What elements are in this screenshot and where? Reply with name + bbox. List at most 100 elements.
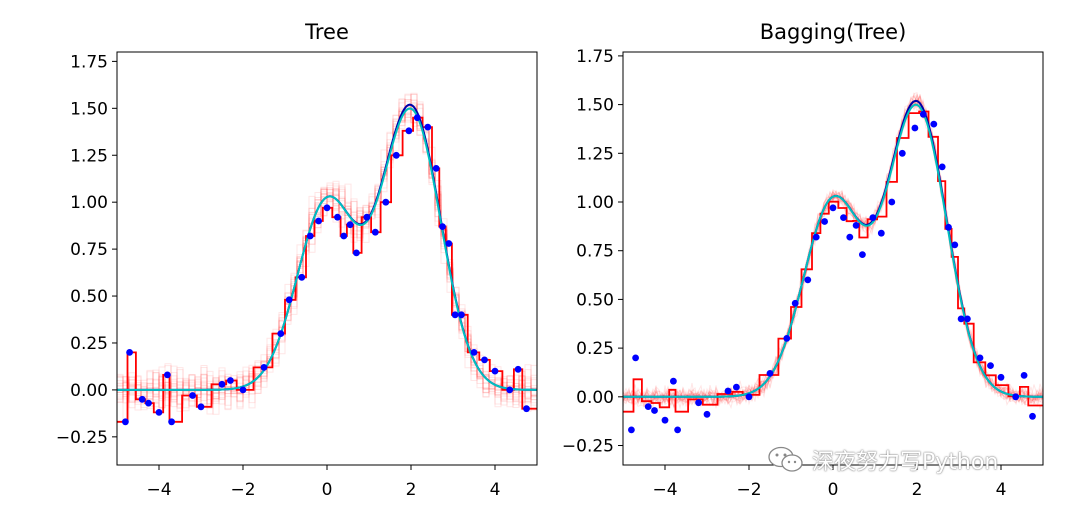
panel-tree: −0.25 0.00 0.25 0.50 0.75 1.00 1.25 1.50 1.75 −4 −… [56, 20, 538, 500]
y-tick-label: 1.25 [576, 144, 614, 164]
sample-point [919, 110, 927, 118]
sample-point [298, 273, 306, 281]
sample-point [315, 217, 322, 225]
x-tick-label: 2 [912, 480, 923, 500]
sample-point [628, 426, 635, 434]
y-tick-label: 0.25 [70, 334, 108, 354]
sample-point [869, 214, 877, 222]
model-prediction [117, 99, 537, 412]
sample-point [481, 356, 488, 364]
sample-point [346, 221, 354, 229]
sample-point [945, 223, 952, 231]
y-tick-label: 0.75 [576, 242, 614, 262]
sample-point [458, 311, 465, 319]
sample-point [353, 249, 360, 257]
chart-title: Tree [304, 20, 349, 44]
sample-point [791, 299, 799, 307]
y-tick-label: −0.25 [562, 437, 614, 457]
sample-point [877, 229, 885, 237]
model-prediction [117, 98, 537, 412]
sample-point [812, 233, 820, 241]
sample-point [724, 387, 732, 395]
sample-point [514, 365, 522, 373]
sample-point [840, 214, 847, 222]
sample-point [424, 123, 432, 131]
sample-point [371, 228, 379, 236]
model-prediction [117, 105, 537, 409]
model-prediction [117, 104, 537, 410]
sample-point [451, 311, 459, 319]
sample-point [122, 418, 129, 426]
sample-point [363, 213, 371, 221]
sample-point [964, 315, 971, 323]
sample-point [651, 407, 658, 414]
mean-prediction-line [117, 107, 537, 391]
sample-point [277, 330, 285, 337]
sample-point [632, 354, 639, 362]
true-function-line [623, 99, 1043, 398]
sample-point [661, 416, 669, 424]
panel-bagging-tree: −0.25 0.00 0.25 0.50 0.75 1.00 1.25 1.50 1.75 −4 −… [562, 20, 1044, 500]
sample-point [218, 380, 226, 388]
y-tick-label: 0.00 [576, 388, 614, 408]
model-prediction [117, 108, 537, 415]
y-tick-label: 0.50 [70, 287, 108, 307]
sample-point [491, 367, 499, 375]
model-prediction [117, 104, 537, 403]
watermark: 深夜努力写Python [766, 444, 998, 476]
sample-point [413, 114, 421, 122]
sample-point [334, 213, 341, 221]
sample-point [523, 405, 530, 413]
y-tick-label: 1.00 [576, 193, 614, 213]
sample-point [138, 395, 146, 403]
y-tick-label: 1.50 [70, 99, 108, 119]
sample-point [340, 232, 348, 240]
sample-point [445, 240, 453, 247]
model-prediction [117, 102, 537, 408]
sample-point [168, 418, 176, 426]
sample-point [766, 370, 774, 377]
sample-point [470, 349, 478, 356]
model-prediction [117, 109, 537, 409]
x-tick-label: −4 [146, 480, 171, 500]
model-prediction [117, 106, 537, 408]
sample-point [987, 362, 994, 369]
sample-point [938, 163, 946, 171]
true-function-line [117, 103, 537, 391]
sample-point [439, 223, 446, 231]
sample-point [951, 241, 959, 249]
sample-point [126, 349, 133, 356]
sample-point [164, 371, 171, 379]
model-prediction [117, 103, 537, 409]
sample-point [821, 218, 828, 225]
model-prediction [117, 99, 537, 402]
sample-point [432, 165, 440, 172]
sample-point [145, 399, 152, 407]
y-tick-label: 0.25 [576, 339, 614, 359]
sample-point [382, 198, 390, 206]
x-tick-label: 4 [996, 480, 1007, 500]
sample-point [733, 383, 740, 391]
sample-point [852, 222, 860, 229]
sample-point [745, 393, 753, 401]
sample-point [1029, 412, 1036, 420]
model-prediction [117, 93, 537, 409]
sample-point [306, 232, 314, 240]
sample-point [674, 426, 681, 434]
mean-prediction-line [623, 103, 1043, 398]
sample-point [197, 403, 205, 411]
wechat-icon [768, 446, 803, 472]
sample-point [189, 392, 197, 399]
model-prediction [117, 92, 537, 411]
sample-point [1020, 372, 1028, 379]
sample-point [783, 335, 791, 342]
sample-point [323, 204, 331, 212]
y-tick-label: 1.75 [70, 52, 108, 72]
sample-point [888, 198, 896, 206]
sample-point [957, 315, 965, 323]
sample-point [155, 409, 163, 416]
sample-point [997, 373, 1005, 381]
sample-point [1012, 393, 1020, 401]
sample-point [644, 403, 652, 410]
x-tick-label: −2 [230, 480, 255, 500]
